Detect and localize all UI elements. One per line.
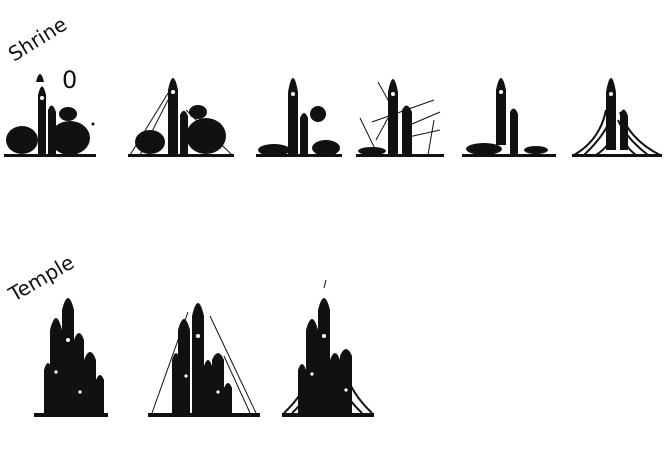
- shrine-sketch-1: 0: [4, 66, 96, 157]
- temple-sketch-1: [34, 298, 108, 417]
- temple-sketch-3: [282, 279, 374, 417]
- section-title-temple: Temple: [4, 250, 79, 307]
- shrine-sketch-3: [256, 78, 342, 157]
- annotation-mark: 0: [62, 66, 77, 94]
- temple-sketch-2: [148, 303, 260, 417]
- shrine-sketch-4: [356, 79, 444, 157]
- section-title-shrine: Shrine: [4, 12, 71, 66]
- shrine-sketch-5: [462, 78, 556, 157]
- shrine-sketch-2: [128, 78, 234, 157]
- shrine-sketch-6: [572, 78, 662, 157]
